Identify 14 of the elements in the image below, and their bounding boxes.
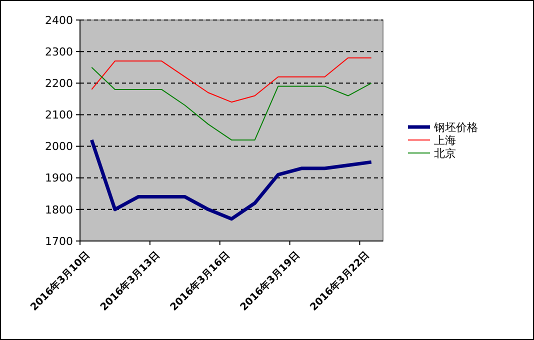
line-series — [90, 138, 374, 221]
y-tick-label: 2100 — [45, 108, 73, 122]
y-tick-label: 2300 — [45, 45, 73, 58]
y-tick-label: 2000 — [45, 140, 73, 154]
y-tick-label: 1800 — [45, 203, 73, 216]
legend-label: 钢坯价格 — [433, 120, 478, 134]
line-series — [91, 57, 372, 103]
y-tick-label: 2400 — [45, 14, 73, 27]
legend-label: 北京 — [434, 146, 456, 160]
line-series — [91, 66, 372, 140]
legend-label: 上海 — [434, 134, 456, 147]
y-tick-label: 1900 — [45, 172, 73, 185]
y-tick-label: 2200 — [45, 76, 73, 90]
y-tick-label: 1700 — [45, 234, 73, 248]
